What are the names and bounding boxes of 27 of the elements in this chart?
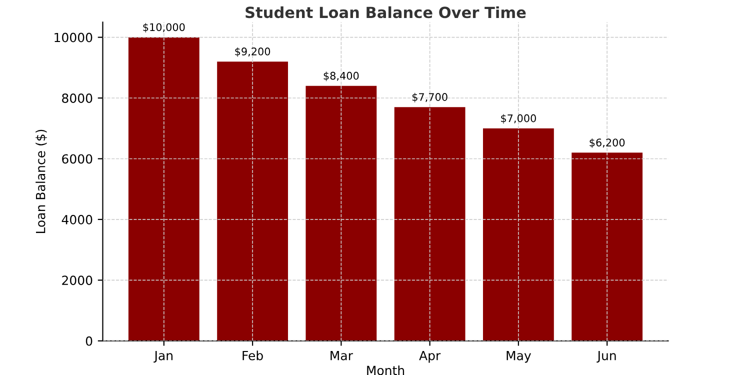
x-tick-label: Jan (154, 350, 172, 363)
x-tick-label: May (506, 350, 532, 363)
x-tick-label: Mar (330, 350, 353, 360)
x-tick-label: Jun (596, 350, 616, 363)
data-label: $6,200 (590, 138, 625, 148)
y-tick-label: 8000 (62, 93, 92, 103)
data-label: $9,200 (235, 47, 270, 57)
y-axis-title: Loan Balance ($) (36, 130, 47, 234)
y-tick-label: 6000 (62, 154, 92, 164)
data-label: $10,000 (143, 23, 185, 32)
data-label: $7,700 (412, 92, 448, 102)
y-tick-label: 2000 (62, 276, 92, 286)
x-tick-label: Feb (242, 350, 263, 360)
bar (306, 86, 377, 341)
y-tick-label: 10000 (54, 32, 92, 42)
x-tick-label: Apr (419, 350, 441, 363)
data-label: $7,000 (501, 114, 536, 124)
x-axis-title: Month (367, 365, 404, 375)
bar (483, 128, 554, 341)
bar (394, 107, 466, 341)
data-label: $8,400 (324, 72, 359, 82)
bar (128, 37, 200, 341)
y-tick-label: 4000 (62, 214, 92, 224)
bar (572, 152, 643, 341)
bar (217, 62, 288, 341)
chart-title: Student Loan Balance Over Time (246, 6, 526, 18)
y-tick-label: 0 (86, 336, 92, 346)
